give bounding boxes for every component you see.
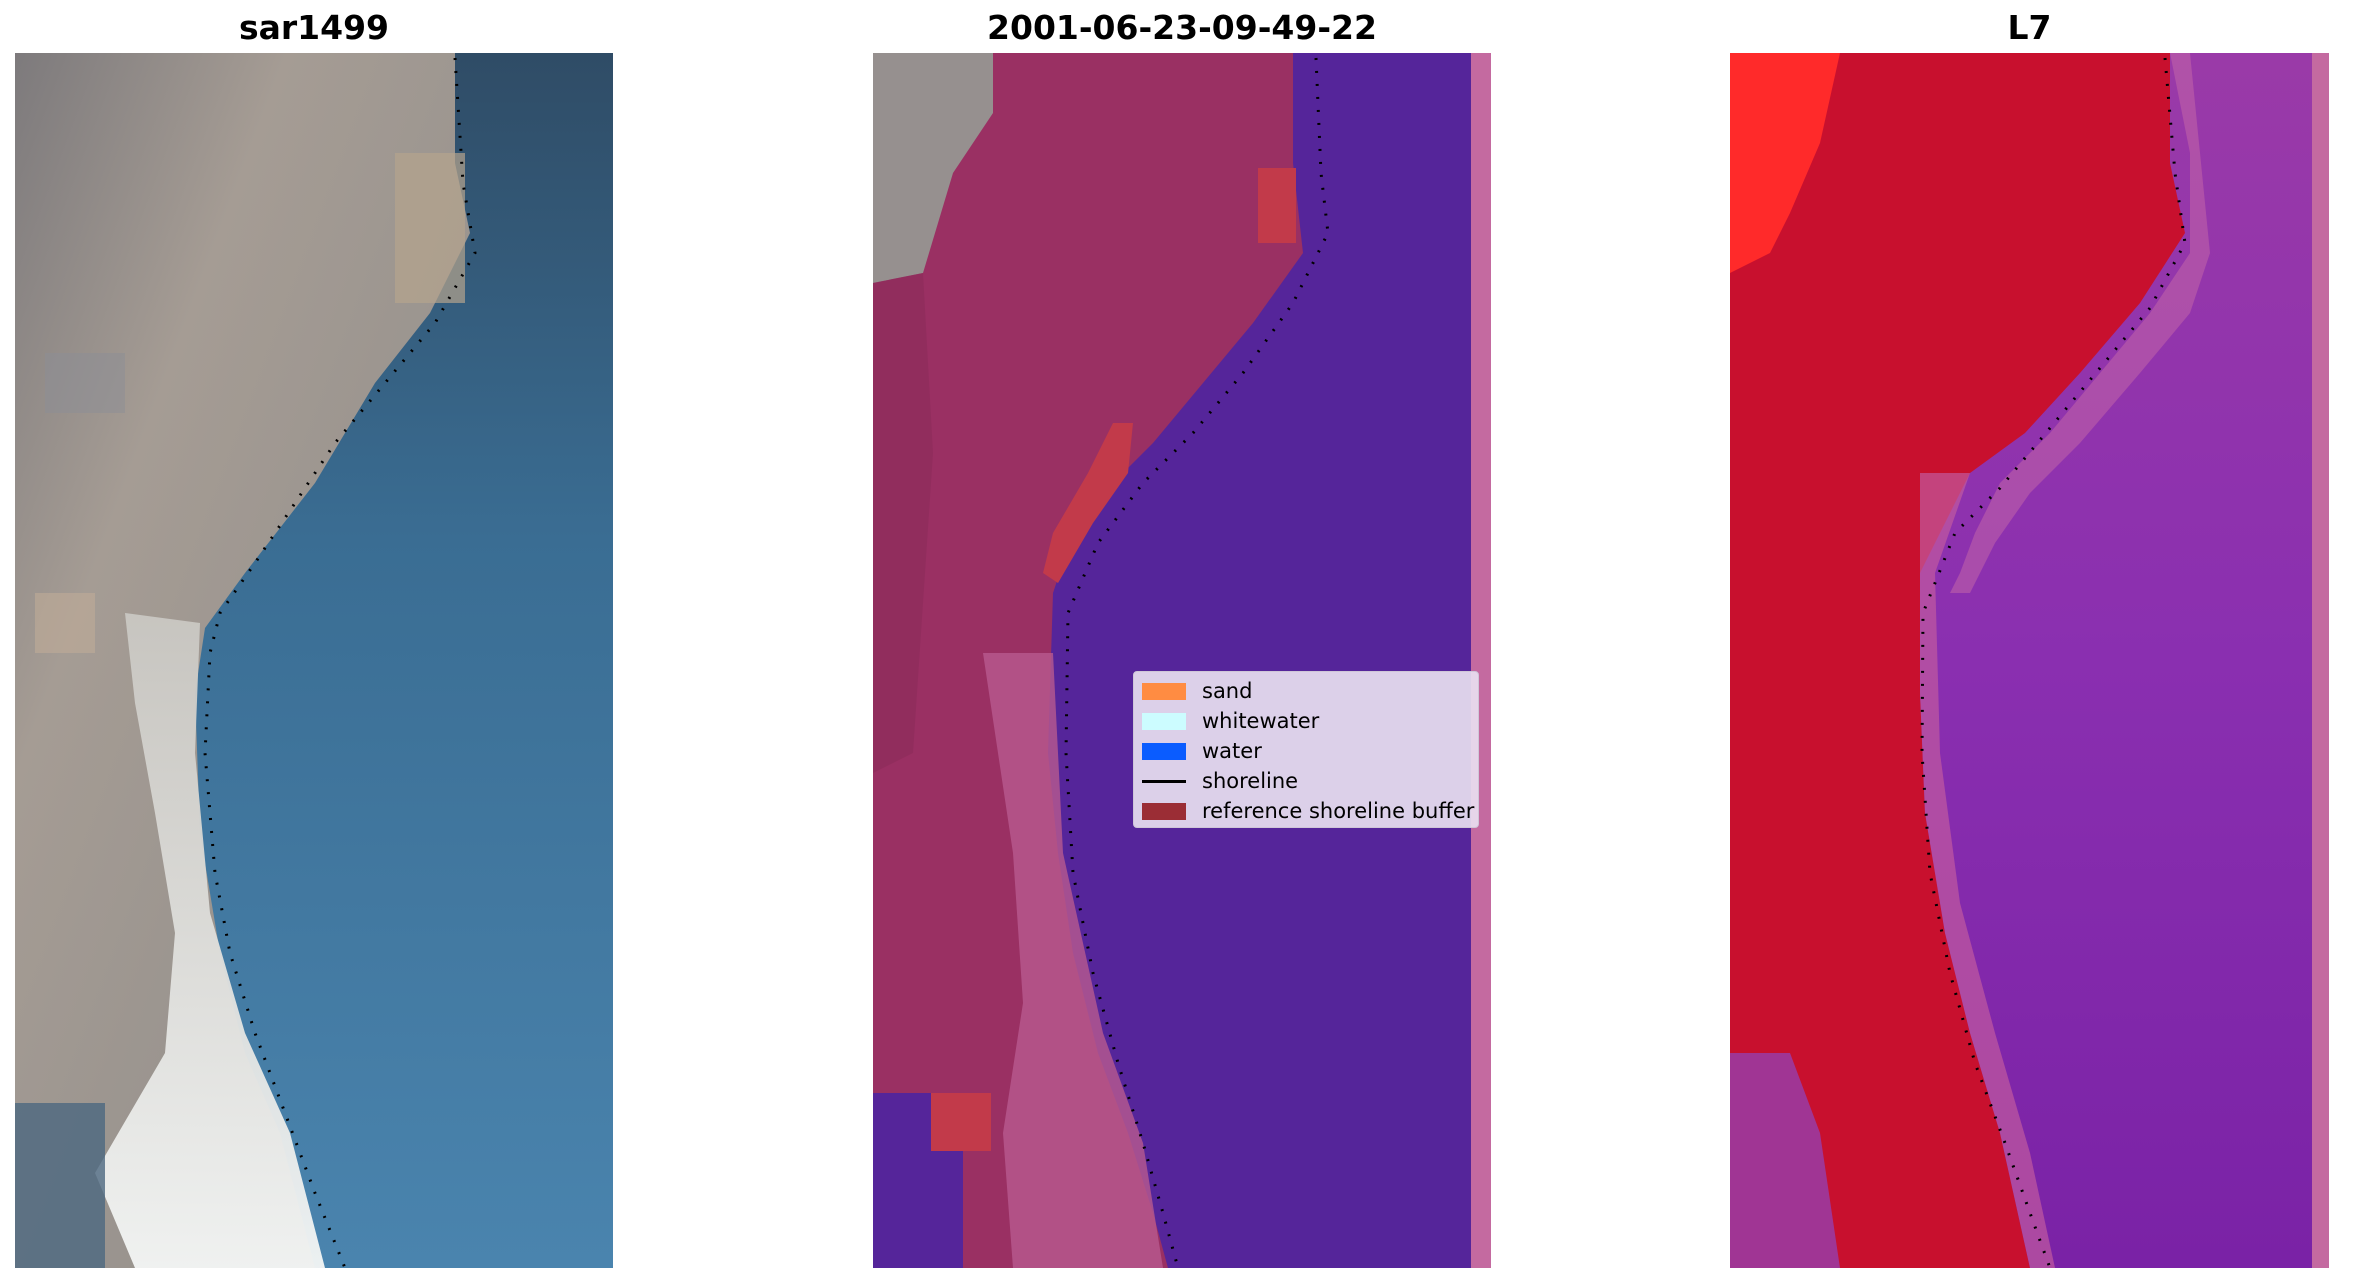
- panel-title-false-color: L7: [2007, 8, 2052, 47]
- reference-buffer-swatch: [1142, 802, 1186, 820]
- legend-label-shoreline: shoreline: [1202, 769, 1299, 793]
- legend-label-whitewater: whitewater: [1202, 709, 1320, 733]
- legend-label-sand: sand: [1202, 679, 1253, 703]
- legend-label-reference-buffer: reference shoreline buffer: [1202, 799, 1475, 823]
- legend-item-reference-buffer: reference shoreline buffer: [1142, 796, 1474, 826]
- rgb-image-panel: [15, 53, 613, 1268]
- legend: sand whitewater water shoreline referenc…: [1133, 671, 1479, 828]
- whitewater-swatch: [1142, 712, 1186, 730]
- classified-image-panel: [873, 53, 1491, 1268]
- rgb-image: [15, 53, 613, 1268]
- water-swatch: [1142, 742, 1186, 760]
- shoreline-line-icon: [1142, 773, 1186, 790]
- false-color-image-panel: [1730, 53, 2329, 1268]
- panel-title-classified: 2001-06-23-09-49-22: [987, 8, 1377, 47]
- classified-image: [873, 53, 1491, 1268]
- legend-label-water: water: [1202, 739, 1262, 763]
- legend-item-shoreline: shoreline: [1142, 766, 1470, 796]
- legend-item-whitewater: whitewater: [1142, 706, 1470, 736]
- legend-item-sand: sand: [1142, 676, 1470, 706]
- false-color-image: [1730, 53, 2329, 1268]
- panel-title-rgb: sar1499: [238, 8, 390, 47]
- sand-swatch: [1142, 682, 1186, 700]
- legend-item-water: water: [1142, 736, 1470, 766]
